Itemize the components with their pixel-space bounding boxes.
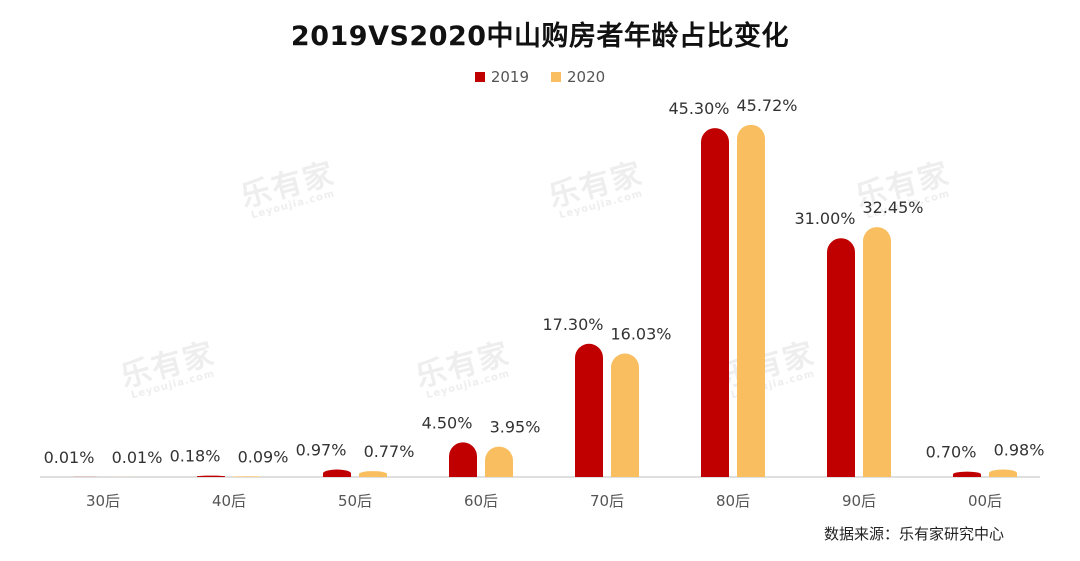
- data-label-2020: 0.09%: [238, 447, 289, 466]
- bar-2019: [575, 343, 603, 477]
- data-label-2020: 3.95%: [490, 418, 541, 437]
- legend-swatch-2020: [551, 72, 561, 82]
- chart-title: 2019VS2020中山购房者年龄占比变化: [290, 21, 790, 52]
- bar-2020: [863, 227, 891, 477]
- legend-item-2020: 2020: [551, 68, 605, 86]
- bar-2019: [197, 475, 225, 477]
- data-label-2019: 0.97%: [296, 441, 347, 460]
- x-tick-label: 60后: [464, 492, 498, 510]
- source-note: 数据来源：乐有家研究中心: [823, 525, 1004, 543]
- data-label-2020: 0.01%: [112, 448, 163, 467]
- bar-2020: [737, 124, 765, 478]
- x-tick-label: 90后: [842, 492, 876, 510]
- bar-2019: [449, 442, 477, 477]
- data-label-2019: 17.30%: [542, 315, 603, 334]
- chart-legend: 2019 2020: [0, 68, 1080, 86]
- data-label-2019: 45.30%: [668, 99, 729, 118]
- legend-label-2019: 2019: [490, 68, 529, 86]
- data-label-2020: 32.45%: [862, 198, 923, 217]
- data-label-2019: 31.00%: [794, 209, 855, 228]
- bar-2020: [233, 476, 261, 477]
- x-tick-label: 80后: [716, 492, 750, 510]
- bar-2019: [953, 471, 981, 477]
- bar-2019: [701, 128, 729, 477]
- data-label-2020: 45.72%: [736, 96, 797, 115]
- data-label-2019: 0.01%: [44, 448, 95, 467]
- data-label-2019: 4.50%: [422, 413, 473, 432]
- data-label-2020: 0.77%: [364, 442, 415, 461]
- data-label-2020: 16.03%: [610, 325, 671, 344]
- x-tick-label: 40后: [212, 492, 246, 510]
- x-tick-label: 00后: [968, 492, 1002, 510]
- x-tick-label: 30后: [86, 492, 120, 510]
- data-label-2020: 0.98%: [994, 440, 1045, 459]
- bar-2020: [611, 353, 639, 477]
- bar-2019: [323, 469, 351, 477]
- bar-2020: [989, 469, 1017, 477]
- data-label-2019: 0.18%: [170, 447, 221, 466]
- x-tick-label: 70后: [590, 492, 624, 510]
- legend-label-2020: 2020: [567, 68, 606, 86]
- legend-item-2019: 2019: [474, 68, 529, 86]
- legend-swatch-2019: [474, 72, 485, 82]
- x-tick-label: 50后: [338, 492, 372, 510]
- data-label-2019: 0.70%: [926, 443, 977, 462]
- bar-2020: [359, 471, 387, 477]
- bar-2019: [827, 238, 855, 477]
- bar-2020: [485, 446, 513, 477]
